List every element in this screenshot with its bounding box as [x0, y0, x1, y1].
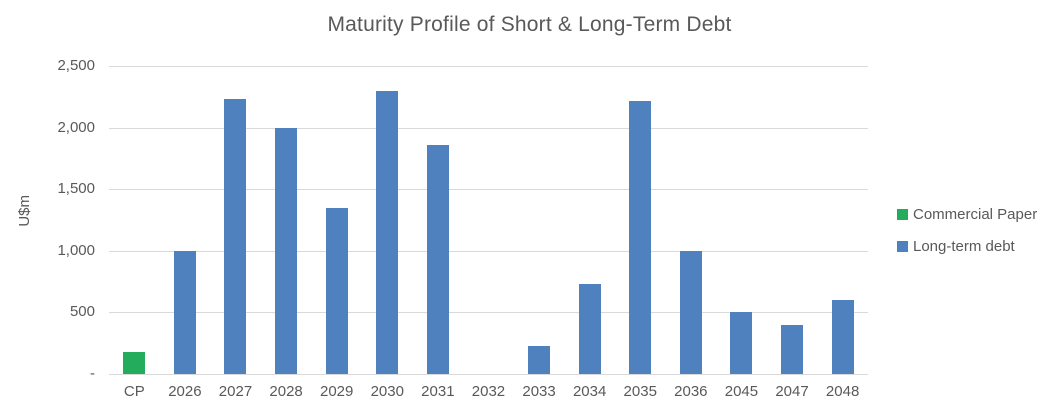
bar-slot-2033 — [514, 66, 565, 374]
bar-slot-CP — [109, 66, 160, 374]
bar-slot-2029 — [311, 66, 362, 374]
chart-title: Maturity Profile of Short & Long-Term De… — [327, 13, 732, 36]
legend-item: Long-term debt — [897, 238, 1037, 255]
legend-swatch-icon — [897, 209, 908, 220]
bar-slot-2026 — [160, 66, 211, 374]
bar-CP — [123, 352, 146, 374]
bar-slot-2047 — [767, 66, 818, 374]
x-tick-label-CP: CP — [123, 383, 145, 400]
legend-label: Long-term debt — [913, 238, 1015, 255]
legend: Commercial Paper Long-term debt — [897, 206, 1037, 270]
bar-slot-2032 — [463, 66, 514, 374]
x-tick-label-2034: 2034 — [572, 383, 607, 400]
x-tick-label-2032: 2032 — [471, 383, 506, 400]
legend-label: Commercial Paper — [913, 206, 1038, 223]
gridline-2000 — [109, 127, 868, 129]
x-tick-label-2027: 2027 — [218, 383, 253, 400]
legend-swatch-icon — [897, 241, 908, 252]
y-tick-label: 1,000 — [57, 241, 95, 259]
bar-slot-2030 — [362, 66, 413, 374]
bar-2027 — [224, 99, 247, 374]
bar-2031 — [426, 144, 449, 374]
bar-slot-2045 — [716, 66, 767, 374]
bar-slot-2036 — [666, 66, 717, 374]
x-tick-label-2036: 2036 — [674, 383, 708, 400]
x-tick-label-2029: 2029 — [319, 383, 354, 400]
x-tick-label-2047: 2047 — [775, 383, 809, 400]
gridline-500 — [109, 312, 868, 314]
x-tick-label-2035: 2035 — [623, 383, 657, 400]
x-tick-label-2048: 2048 — [825, 383, 860, 400]
bar-slot-2028 — [261, 66, 312, 374]
x-tick-label-2028: 2028 — [269, 383, 303, 400]
y-tick-label: 2,000 — [57, 118, 95, 136]
bar-2030 — [376, 90, 399, 374]
bar-slot-2035 — [615, 66, 666, 374]
x-tick-label-2026: 2026 — [168, 383, 202, 400]
bar-2036 — [679, 250, 702, 374]
gridline-0 — [109, 374, 868, 375]
bar-2048 — [831, 300, 854, 374]
y-tick-label: - — [90, 365, 95, 382]
bar-2034 — [578, 284, 601, 374]
plot-area — [109, 66, 868, 375]
bar-2033 — [528, 346, 551, 374]
y-tick-label: 1,500 — [57, 180, 95, 198]
bar-2035 — [629, 100, 652, 374]
bar-slot-2031 — [413, 66, 464, 374]
x-tick-label-2045: 2045 — [724, 383, 759, 400]
bar-2047 — [781, 324, 804, 374]
x-tick-label-2033: 2033 — [522, 383, 556, 400]
y-axis-ticks: - 500 1,000 1,500 2,000 2,500 — [0, 57, 95, 382]
bars — [109, 66, 868, 374]
bar-2028 — [275, 127, 298, 374]
y-tick-label: 500 — [69, 303, 95, 321]
gridline-1000 — [109, 250, 868, 252]
bar-slot-2048 — [817, 66, 868, 374]
y-tick-label: 2,500 — [57, 57, 95, 74]
legend-item: Commercial Paper — [897, 206, 1037, 223]
bar-slot-2034 — [564, 66, 615, 374]
x-tick-label-2031: 2031 — [421, 383, 455, 400]
gridline-2500 — [109, 66, 868, 67]
bar-2026 — [173, 250, 196, 374]
gridline-1500 — [109, 189, 868, 191]
bar-2029 — [325, 207, 348, 374]
bar-2045 — [730, 312, 753, 374]
x-axis-labels: CP 2026 2027 2028 2029 2030 2031 2032 2033 2034 20… — [109, 383, 868, 400]
x-tick-label-2030: 2030 — [370, 383, 404, 400]
bar-slot-2027 — [210, 66, 261, 374]
